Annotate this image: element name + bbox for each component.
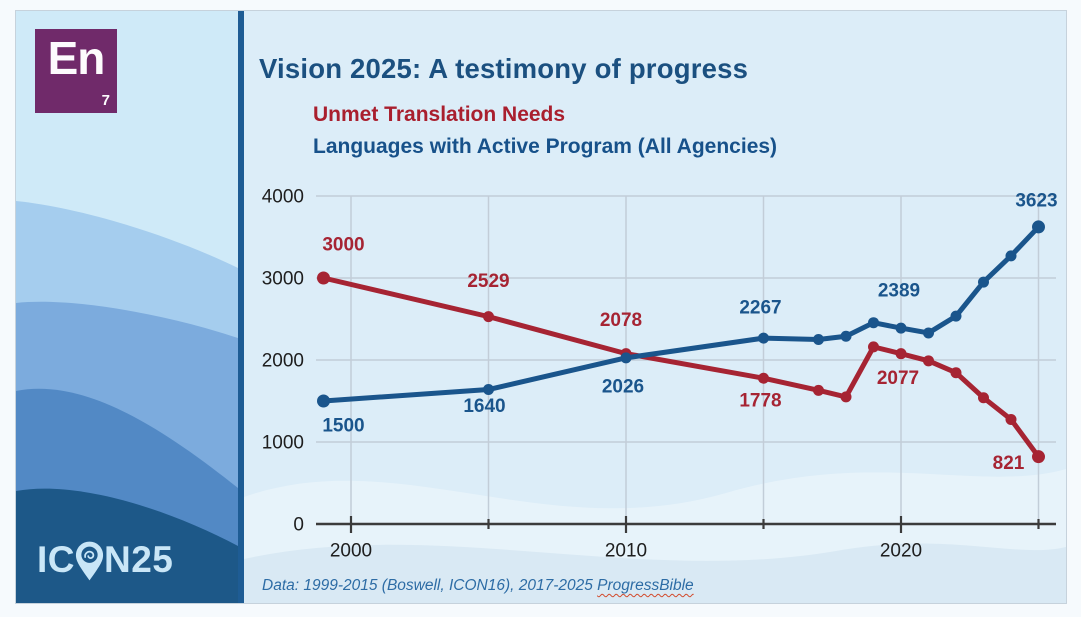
data-label: 2077 — [877, 368, 919, 389]
element-number: 7 — [101, 92, 110, 109]
wave-shape — [244, 543, 1066, 603]
data-point — [950, 310, 962, 322]
data-label: 2026 — [602, 376, 644, 397]
y-axis-tick-label: 0 — [293, 515, 304, 536]
y-axis-tick-label: 1000 — [262, 433, 304, 454]
data-point — [840, 330, 852, 342]
data-label: 1778 — [739, 391, 781, 412]
sidebar-wave-background — [16, 11, 238, 603]
data-point — [950, 367, 962, 379]
sidebar-divider — [238, 11, 244, 603]
data-point — [868, 317, 879, 329]
data-point — [317, 271, 330, 285]
data-point — [1032, 220, 1045, 234]
series-line-red — [321, 275, 1041, 460]
data-point — [813, 384, 824, 396]
x-axis-tick-label: 2000 — [330, 541, 372, 562]
data-point — [483, 384, 494, 396]
data-point — [895, 348, 907, 360]
data-point — [1005, 250, 1017, 262]
location-pin-icon — [75, 541, 104, 581]
data-label: 2529 — [467, 271, 509, 292]
data-point — [813, 334, 824, 345]
line-chart: 0 1000 2000 3000 4000 2000 2010 2020 3000 2529 207… — [262, 187, 1058, 562]
data-point — [923, 327, 934, 339]
background-waves — [244, 469, 1066, 603]
data-label: 1640 — [463, 396, 505, 417]
data-point — [978, 392, 989, 404]
slide-panel: 0 1000 2000 3000 4000 2000 2010 2020 3000 2529 207… — [15, 10, 1067, 604]
x-axis-tick-label: 2010 — [605, 541, 647, 562]
data-label: 2267 — [739, 298, 781, 319]
data-point — [840, 391, 852, 403]
y-axis-tick-label: 3000 — [262, 269, 304, 290]
data-point — [317, 394, 330, 408]
sidebar: En 7 IC N25 — [16, 11, 238, 603]
brand-text-left: IC — [37, 539, 75, 580]
brand-text-right: N25 — [104, 539, 174, 580]
data-point — [895, 322, 907, 334]
icon25-logo: IC N25 — [37, 539, 173, 582]
x-axis-tick-label: 2020 — [880, 541, 922, 562]
data-point — [868, 341, 879, 353]
data-point — [758, 332, 769, 344]
element-symbol: En — [47, 32, 106, 84]
data-point — [923, 355, 934, 367]
data-label: 2078 — [600, 310, 642, 331]
data-label: 2389 — [878, 281, 920, 302]
data-label: 3623 — [1015, 190, 1057, 211]
series-line-blue — [321, 224, 1041, 404]
data-point — [620, 352, 632, 364]
data-point — [978, 276, 989, 288]
data-label: 3000 — [322, 235, 364, 256]
wave-band-5 — [16, 488, 238, 603]
data-point — [1032, 450, 1045, 464]
y-axis-tick-label: 4000 — [262, 187, 304, 208]
data-label: 1500 — [322, 416, 364, 437]
data-point — [758, 372, 769, 384]
data-label: 821 — [993, 453, 1025, 474]
wave-shape — [244, 469, 1066, 603]
data-point — [483, 311, 494, 323]
y-axis-tick-label: 2000 — [262, 351, 304, 372]
element-badge: En 7 — [35, 29, 117, 113]
data-point — [1005, 413, 1017, 425]
